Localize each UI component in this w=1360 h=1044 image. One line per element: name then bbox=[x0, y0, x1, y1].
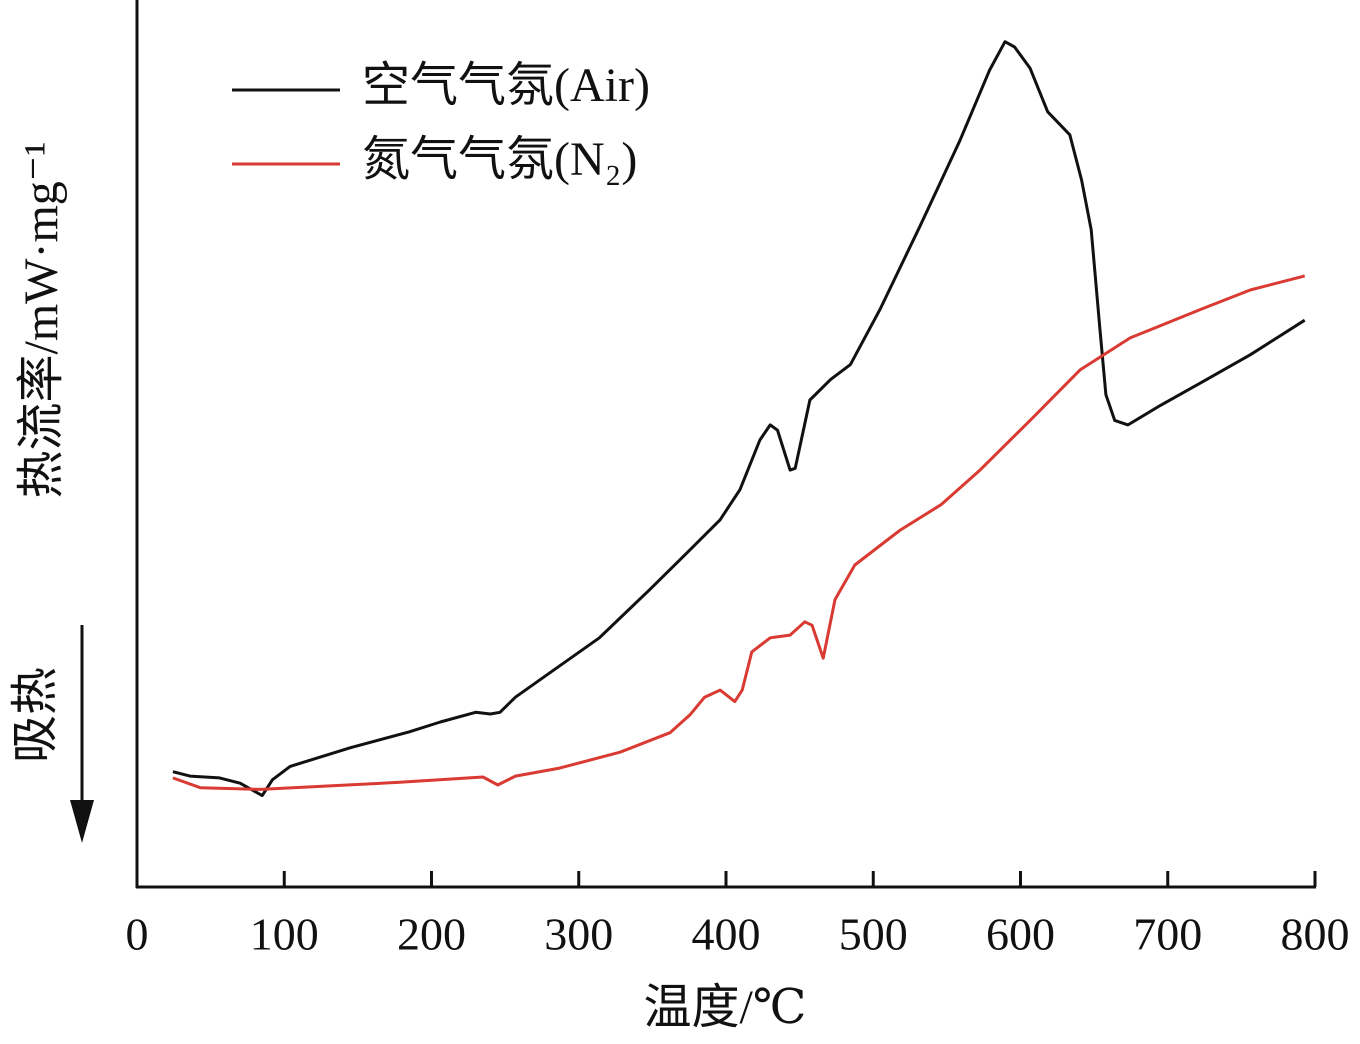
line bbox=[172, 274, 1306, 791]
annotation: 吸热 bbox=[9, 667, 62, 763]
x-tick-label: 0 bbox=[126, 909, 149, 960]
x-tick-label: 700 bbox=[1133, 909, 1202, 960]
x-tick-label: 300 bbox=[544, 909, 613, 960]
x-tick-label: 400 bbox=[692, 909, 761, 960]
x-axis-label: 温度/℃ bbox=[643, 981, 806, 1034]
line bbox=[172, 40, 1306, 798]
legend-label: 氮气气氛(N₂) bbox=[362, 133, 637, 186]
arrow-head bbox=[70, 800, 94, 843]
y-axis-label: 热流率/mW·mg⁻¹ bbox=[15, 141, 68, 498]
x-tick-label: 100 bbox=[250, 909, 319, 960]
legend-label: 空气气氛(Air) bbox=[362, 59, 650, 112]
x-tick-label: 200 bbox=[397, 909, 466, 960]
x-tick-label: 800 bbox=[1281, 909, 1350, 960]
x-tick-label: 600 bbox=[986, 909, 1055, 960]
x-tick-label: 500 bbox=[839, 909, 908, 960]
